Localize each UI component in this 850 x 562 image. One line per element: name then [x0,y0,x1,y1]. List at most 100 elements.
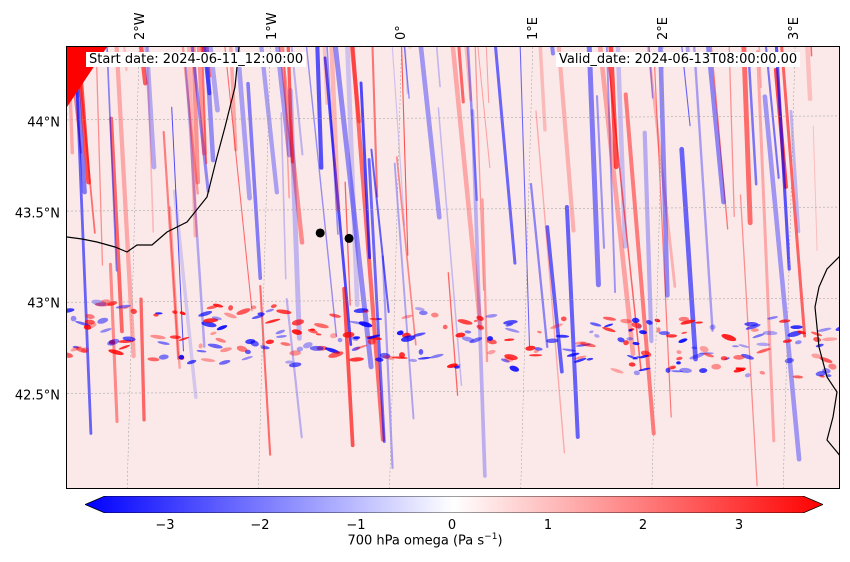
omega-cell [815,343,824,348]
omega-stripe [538,47,547,132]
omega-cell [186,359,197,365]
omega-cell [574,355,587,360]
omega-cell [85,313,95,319]
omega-cell [792,375,804,379]
lon-label-3e: 3°E [787,17,802,40]
omega-cell [811,353,822,359]
meridian-line [126,47,140,488]
omega-cell [75,347,88,353]
lon-label-0: 0° [394,25,409,40]
omega-cell [172,310,178,315]
omega-cell [337,337,343,343]
omega-cell [414,307,425,311]
omega-cell [756,348,771,354]
omega-cell [631,317,640,324]
omega-cell [738,344,750,348]
omega-cell [118,344,131,350]
omega-cell [689,353,705,360]
omega-cell [169,335,182,339]
omega-cell [115,304,131,309]
omega-cell [735,367,744,370]
omega-cell [813,337,822,343]
omega-cell [504,327,520,333]
lat-label-43-5: 43.5°N [14,206,60,222]
location-markers [315,228,354,243]
omega-stripe [144,47,157,170]
omega-cell [794,340,802,345]
omega-cell [589,330,594,334]
omega-stripe [401,47,409,256]
omega-cell [107,301,118,306]
omega-cell [101,299,111,304]
omega-cell [212,303,224,308]
colorbar-tick: −2 [250,518,270,533]
omega-cell [617,337,625,343]
lat-label-44: 44°N [27,115,60,131]
omega-cell [573,357,587,363]
omega-cell [797,330,806,335]
omega-stripe [329,47,341,212]
omega-cell [665,334,678,338]
omega-cell [752,333,765,339]
omega-cell [220,347,232,353]
colorbar-tick: 0 [447,518,457,533]
omega-stripe [342,286,355,448]
meridian-line [258,47,271,488]
omega-cell [285,360,293,364]
omega-stripe [371,47,379,198]
colorbar-tick: 3 [734,518,744,533]
omega-stripe [229,47,238,152]
omega-cell [509,365,520,372]
omega-cell [200,358,216,362]
omega-stripe [391,47,406,226]
omega-stripe [162,130,180,360]
omega-cell [602,316,617,321]
omega-stripe [477,47,491,169]
omega-cell [476,315,484,321]
omega-cell [84,319,95,325]
omega-stripe [679,146,698,362]
omega-cell [676,361,681,365]
omega-stripe [494,47,517,265]
omega-cell [67,308,75,313]
omega-cell [732,345,739,348]
omega-stripe [747,58,758,186]
omega-cell [594,334,600,338]
omega-cell [790,325,803,330]
omega-cell [401,314,413,319]
colorbar-tick: −3 [155,518,175,533]
omega-cell [147,357,160,362]
omega-cell [302,342,313,349]
omega-stripe [741,47,753,226]
omega-stripe [186,47,198,238]
omega-cell [309,345,324,351]
omega-cell [122,306,129,310]
omega-cell [566,352,580,357]
omega-cell [810,331,823,337]
omega-cell [211,316,222,321]
omega-cell [744,373,751,378]
omega-cell [784,358,795,364]
omega-cell [70,346,82,352]
omega-stripe [67,47,83,154]
omega-cell [409,358,418,363]
lon-label-1e: 1°E [526,17,541,40]
omega-cell [633,370,640,376]
omega-stripe [693,47,714,332]
omega-stripe [762,94,802,462]
omega-cell [835,325,839,331]
omega-cell [391,356,408,359]
omega-cell [741,353,754,360]
omega-stripe [519,47,531,348]
colorbar-tick: −1 [346,518,366,533]
omega-cell [315,333,322,336]
omega-stripe [556,47,576,233]
start-date-label: Start date: 2024-06-11_12:00:00 [86,52,307,67]
omega-cell [260,346,270,350]
omega-cell [224,312,237,319]
omega-cell [107,338,120,346]
omega-cell [457,319,473,325]
omega-cell [367,334,381,340]
omega-cell [676,350,682,355]
colorbar-label-text: 700 hPa omega (Pa s [347,533,485,549]
